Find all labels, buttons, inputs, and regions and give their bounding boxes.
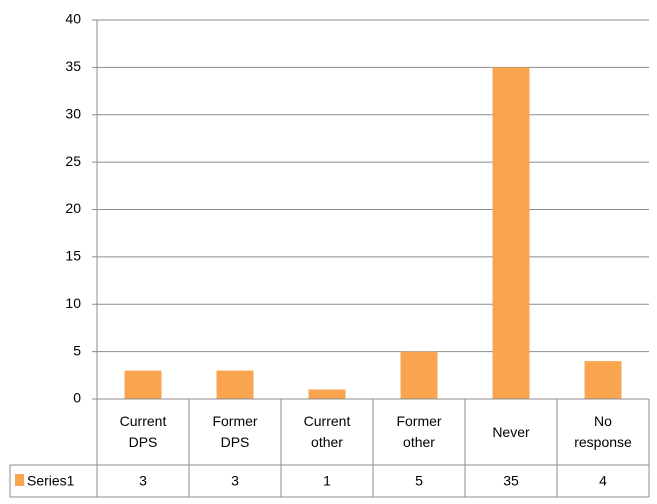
y-tick-label: 30 xyxy=(65,105,81,121)
x-tick-label: Current DPS xyxy=(97,399,189,465)
y-tick-label: 10 xyxy=(65,295,81,311)
x-tick-label: Never xyxy=(465,399,557,465)
table-value: 4 xyxy=(599,473,607,489)
bar xyxy=(492,67,530,399)
bar xyxy=(584,361,622,399)
y-tick-label: 35 xyxy=(65,58,81,74)
table-value: 3 xyxy=(231,473,239,489)
table-value: 5 xyxy=(415,473,423,489)
table-value: 1 xyxy=(323,473,331,489)
x-tick-label: Former other xyxy=(373,399,465,465)
x-tick-label: Current other xyxy=(281,399,373,465)
category-text: Never xyxy=(492,423,530,440)
legend-label: Series1 xyxy=(27,473,75,489)
y-tick-label: 40 xyxy=(65,11,81,27)
y-tick-label: 0 xyxy=(73,390,81,406)
bar xyxy=(400,351,438,399)
bar xyxy=(124,370,162,399)
x-tick-label: Former DPS xyxy=(189,399,281,465)
category-text: Former DPS xyxy=(212,413,258,450)
table-value: 3 xyxy=(139,473,147,489)
y-tick-label: 20 xyxy=(65,200,81,216)
y-tick-label: 15 xyxy=(65,248,81,264)
category-text: Former other xyxy=(396,413,442,450)
x-tick-label: No response xyxy=(557,399,649,465)
category-text: Current other xyxy=(303,413,351,450)
category-text: No response xyxy=(574,413,632,450)
bar xyxy=(216,370,254,399)
y-tick-label: 5 xyxy=(73,342,81,358)
table-value: 35 xyxy=(503,473,519,489)
category-text: Current DPS xyxy=(119,413,167,450)
y-tick-label: 25 xyxy=(65,153,81,169)
bar xyxy=(308,389,346,399)
legend-swatch xyxy=(15,474,24,486)
